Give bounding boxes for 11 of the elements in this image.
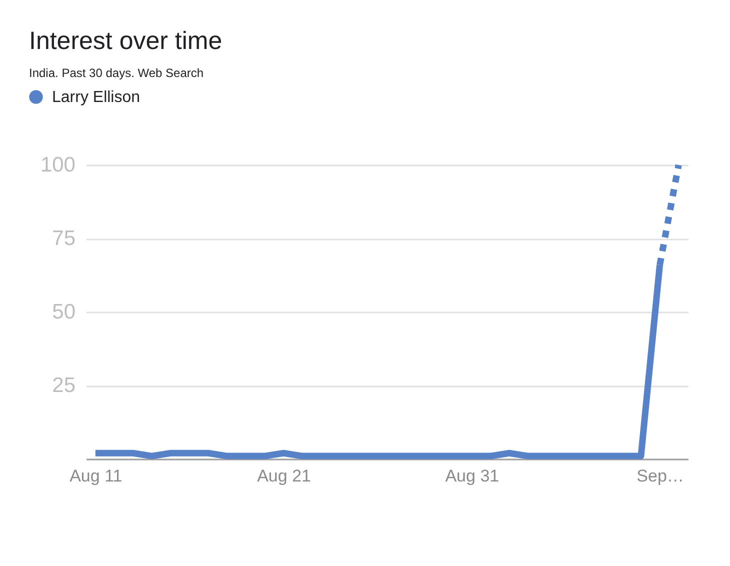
chart-title: Interest over time (29, 27, 222, 55)
x-tick-label: Aug 31 (445, 466, 500, 486)
x-tick-label: Aug 21 (257, 466, 311, 486)
chart-subtitle: India. Past 30 days. Web Search (29, 66, 204, 80)
y-tick-label: 50 (52, 300, 76, 324)
x-tick-label: Aug 11 (70, 466, 122, 486)
legend-label: Larry Ellison (52, 89, 140, 106)
y-tick-label: 100 (40, 154, 76, 176)
y-tick-label: 75 (52, 227, 76, 250)
y-tick-label: 25 (52, 374, 76, 397)
x-tick-label: Sep… (636, 466, 684, 486)
